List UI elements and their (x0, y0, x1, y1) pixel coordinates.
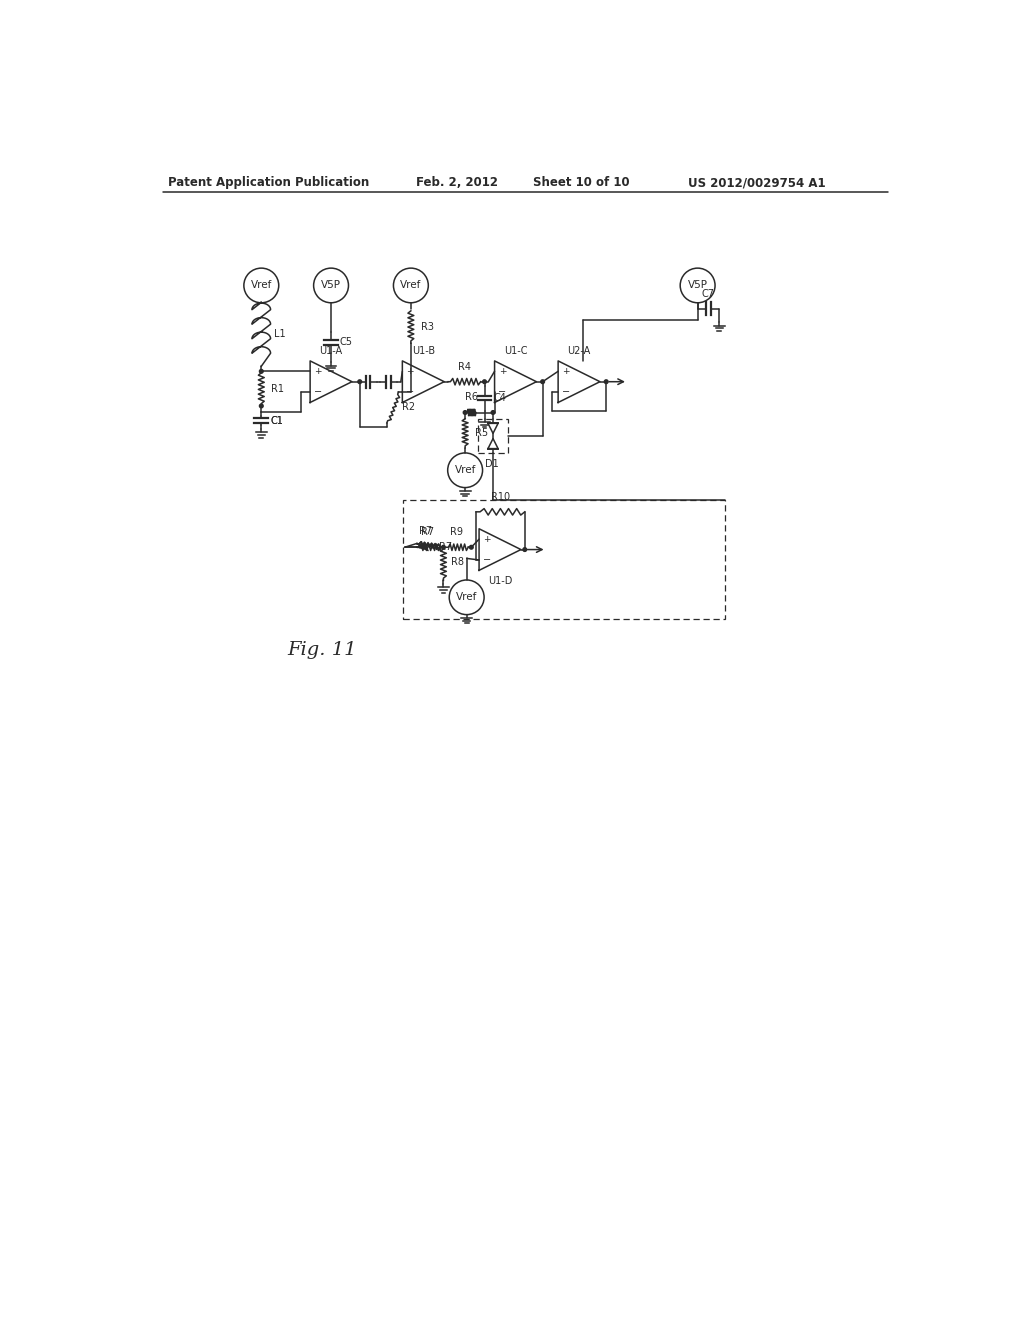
Text: U1-D: U1-D (487, 576, 512, 586)
Text: V5P: V5P (688, 280, 708, 290)
Text: R1: R1 (271, 384, 285, 395)
Text: R7: R7 (421, 527, 434, 537)
Circle shape (259, 404, 263, 408)
Text: Fig. 11: Fig. 11 (287, 640, 356, 659)
Circle shape (259, 370, 263, 374)
Text: R3: R3 (421, 322, 434, 333)
Text: R7: R7 (419, 527, 432, 536)
Text: +: + (407, 367, 414, 376)
Text: C4: C4 (494, 393, 507, 403)
Circle shape (463, 411, 467, 414)
Text: Vref: Vref (400, 280, 422, 290)
Text: C5: C5 (340, 338, 352, 347)
Text: Vref: Vref (251, 280, 272, 290)
Text: Feb. 2, 2012: Feb. 2, 2012 (417, 176, 499, 189)
Text: −: − (483, 554, 492, 565)
Text: R10: R10 (490, 492, 510, 502)
Text: R8: R8 (452, 557, 464, 566)
Text: U1-C: U1-C (504, 346, 527, 355)
Text: C1: C1 (270, 416, 284, 425)
Text: −: − (314, 387, 323, 397)
Text: Vref: Vref (456, 593, 477, 602)
Text: US 2012/0029754 A1: US 2012/0029754 A1 (687, 176, 825, 189)
Text: −: − (499, 387, 507, 397)
Text: U1-A: U1-A (319, 346, 343, 355)
Circle shape (492, 411, 495, 414)
Text: +: + (483, 535, 490, 544)
Text: −: − (407, 387, 415, 397)
Text: C1: C1 (270, 416, 284, 425)
Text: R2: R2 (402, 403, 415, 412)
Text: R6: R6 (465, 392, 478, 403)
Text: V5P: V5P (322, 280, 341, 290)
Text: C7: C7 (702, 289, 715, 300)
Circle shape (541, 380, 545, 384)
Circle shape (604, 380, 608, 384)
Circle shape (469, 545, 473, 549)
Text: +: + (562, 367, 569, 376)
Text: Patent Application Publication: Patent Application Publication (168, 176, 370, 189)
Circle shape (482, 380, 486, 384)
Text: +: + (499, 367, 506, 376)
Text: L1: L1 (273, 330, 286, 339)
Text: R7: R7 (438, 543, 452, 552)
Text: D1: D1 (484, 459, 499, 470)
Text: R9: R9 (450, 527, 463, 537)
Text: R4: R4 (458, 362, 471, 372)
Text: +: + (314, 367, 322, 376)
Text: −: − (562, 387, 570, 397)
Text: Vref: Vref (455, 465, 476, 475)
Circle shape (441, 545, 445, 549)
Circle shape (523, 548, 526, 552)
Text: Sheet 10 of 10: Sheet 10 of 10 (532, 176, 629, 189)
Text: R5: R5 (475, 428, 488, 438)
Text: U2-A: U2-A (567, 346, 591, 355)
Circle shape (357, 380, 361, 384)
Text: U1-B: U1-B (412, 346, 435, 355)
